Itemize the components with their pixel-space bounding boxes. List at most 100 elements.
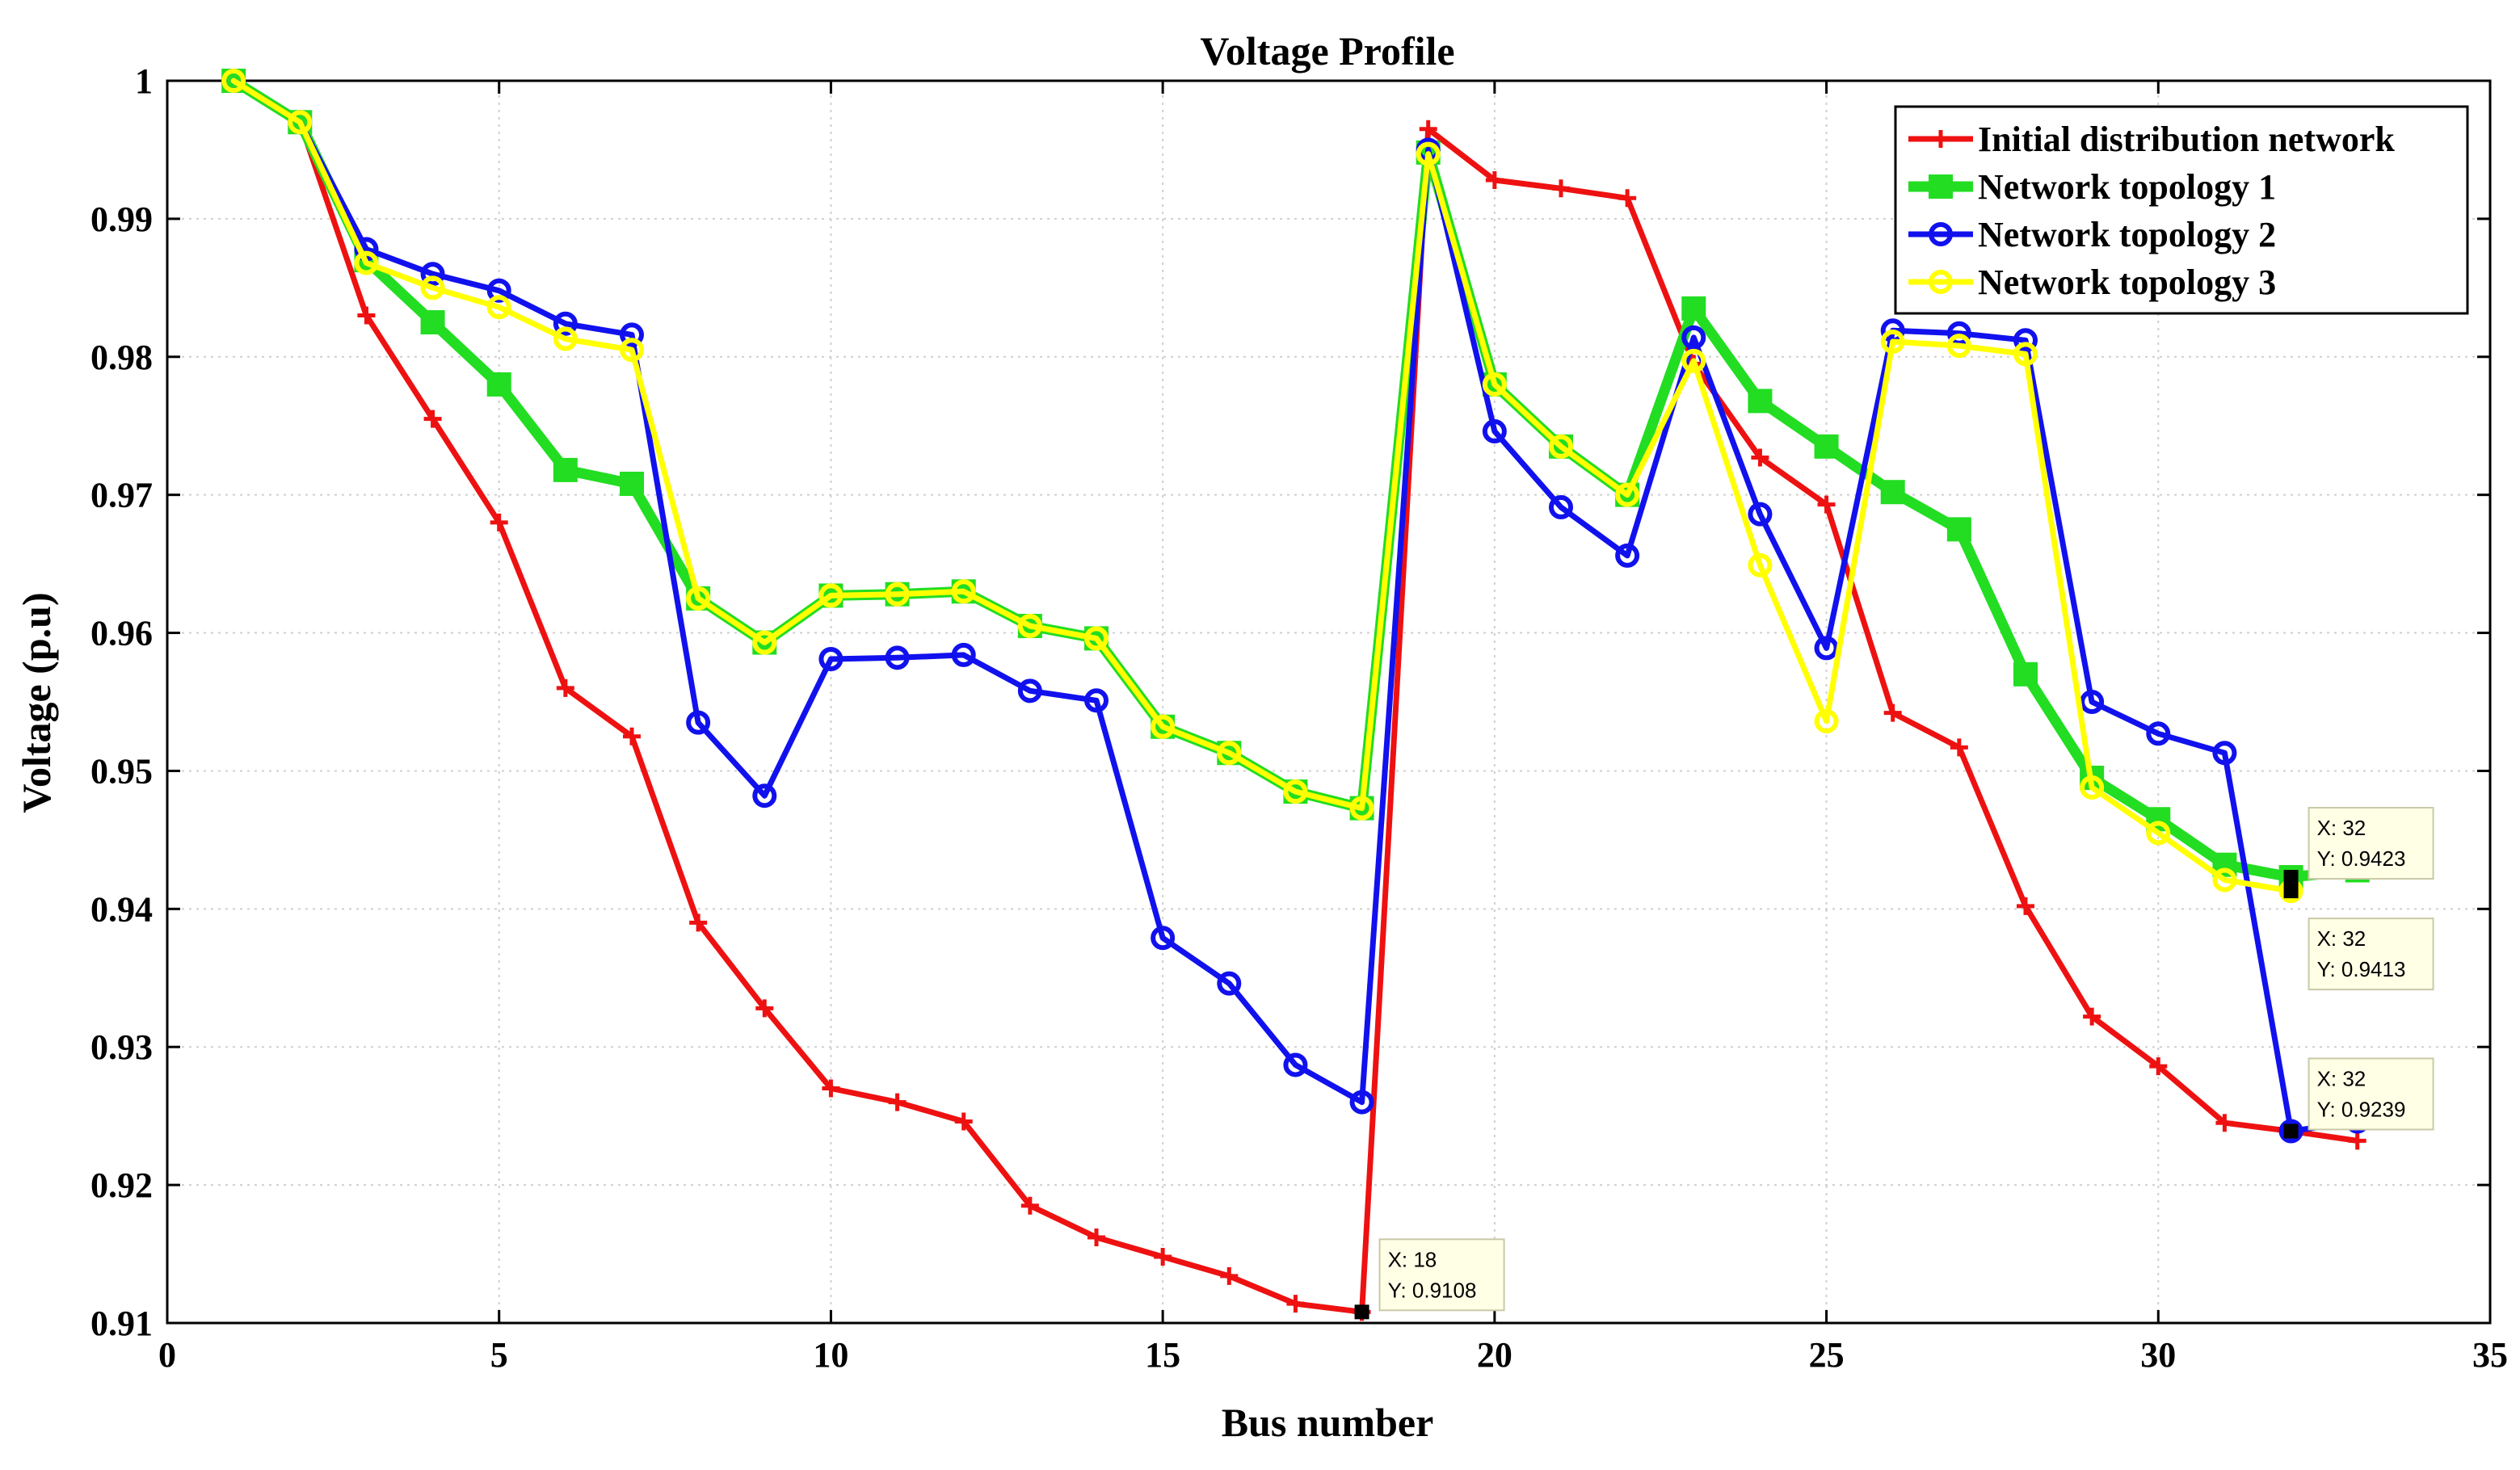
data-point xyxy=(553,457,578,482)
y-tick-label: 0.91 xyxy=(90,1304,153,1343)
data-point xyxy=(2278,1119,2303,1144)
data-point xyxy=(1615,482,1640,507)
data-point xyxy=(2013,328,2038,353)
data-tip: X: 18 Y: 0.9108 xyxy=(1354,1238,1505,1320)
x-tick-label: 0 xyxy=(158,1335,176,1375)
data-point xyxy=(2212,867,2237,892)
data-point xyxy=(1349,796,1374,821)
data-point xyxy=(486,295,511,320)
axes: 0 5 10 15 20 25 30 35 0.91 0.92 0.93 0.94 0.95 0.96 0.… xyxy=(90,61,2508,1375)
legend-entry: Initial distribution network xyxy=(1908,120,2395,159)
data-point xyxy=(1748,552,1773,578)
data-point xyxy=(1482,372,1507,397)
data-point xyxy=(553,311,578,336)
data-point xyxy=(686,586,711,611)
data-point xyxy=(951,579,976,604)
legend-box xyxy=(1894,105,2469,315)
x-tick-label: 30 xyxy=(2140,1335,2176,1375)
data-point xyxy=(1020,1196,1039,1215)
data-point xyxy=(420,275,445,300)
data-point xyxy=(2212,741,2237,766)
data-point xyxy=(1814,636,1839,661)
data-point xyxy=(752,783,777,808)
data-point xyxy=(1217,971,1242,996)
data-point xyxy=(1946,334,1971,359)
data-point xyxy=(623,727,641,746)
data-series xyxy=(221,69,2370,1321)
data-point xyxy=(1549,434,1573,459)
chart-title: Voltage Profile xyxy=(1200,28,1454,74)
data-point xyxy=(1017,678,1042,704)
data-point xyxy=(288,110,313,135)
data-point xyxy=(1283,779,1308,804)
data-point xyxy=(1217,741,1242,766)
data-point xyxy=(556,678,574,697)
data-point xyxy=(1880,480,1905,505)
data-point xyxy=(1615,543,1640,568)
x-tick-label: 35 xyxy=(2472,1335,2508,1375)
data-point xyxy=(2146,821,2171,846)
data-point xyxy=(490,513,508,531)
data-tip-x: X: 32 xyxy=(2317,1066,2366,1090)
data-point xyxy=(1017,614,1042,639)
data-point xyxy=(1681,348,1706,373)
data-point xyxy=(1154,1247,1172,1266)
data-point xyxy=(2080,775,2105,800)
data-point xyxy=(2146,721,2171,746)
data-tip-x: X: 32 xyxy=(2317,816,2366,840)
data-point xyxy=(2080,690,2105,714)
data-point xyxy=(553,326,578,351)
data-point xyxy=(1220,1266,1239,1285)
data-point xyxy=(1817,495,1836,514)
data-point xyxy=(423,410,442,428)
data-point xyxy=(1814,708,1839,733)
axes-box xyxy=(166,79,2492,1325)
data-tip-x: X: 18 xyxy=(1388,1247,1437,1271)
data-point xyxy=(620,322,644,347)
data-point xyxy=(620,471,644,496)
data-point xyxy=(689,914,708,932)
series-3 xyxy=(221,69,2370,1144)
data-tip-marker xyxy=(2283,870,2299,885)
data-point xyxy=(1883,704,1902,722)
data-tip: X: 32 Y: 0.9423 xyxy=(2283,807,2434,885)
data-point xyxy=(2348,1132,2366,1150)
data-point xyxy=(1814,434,1839,459)
x-axis-label: Bus number xyxy=(1222,1400,1434,1445)
data-point xyxy=(354,250,379,275)
legend-entry: Network topology 2 xyxy=(1908,215,2276,254)
data-tip-y: Y: 0.9423 xyxy=(2317,846,2406,871)
legend-entry: Network topology 3 xyxy=(1908,262,2276,302)
data-point xyxy=(1286,1295,1305,1313)
data-point xyxy=(1946,517,1971,542)
data-tip-box xyxy=(2308,918,2434,991)
data-point xyxy=(2215,1114,2234,1132)
data-tip-marker xyxy=(1354,1304,1369,1320)
legend: Initial distribution network Network topo… xyxy=(1894,105,2469,315)
x-tick-label: 20 xyxy=(1477,1335,1512,1375)
data-tip: X: 32 Y: 0.9239 xyxy=(2283,1057,2434,1139)
data-point xyxy=(357,306,376,325)
data-tip-y: Y: 0.9239 xyxy=(2317,1097,2406,1121)
data-point xyxy=(818,583,844,608)
data-point xyxy=(1618,189,1637,208)
legend-label: Network topology 2 xyxy=(1978,215,2276,254)
data-point xyxy=(2013,342,2038,367)
data-point xyxy=(1084,626,1109,651)
y-tick-label: 1 xyxy=(135,61,153,101)
data-point xyxy=(755,999,774,1018)
y-axis-label: Voltage (p.u) xyxy=(14,592,59,813)
data-point xyxy=(1151,714,1176,739)
legend-swatch-marker xyxy=(1929,174,1953,199)
x-tick-label: 15 xyxy=(1145,1335,1180,1375)
data-point xyxy=(486,278,511,303)
legend-swatch-marker xyxy=(1932,130,1950,148)
data-tip-marker xyxy=(2283,884,2299,899)
data-point xyxy=(1552,179,1570,198)
x-tick-label: 10 xyxy=(813,1335,848,1375)
data-point xyxy=(2149,1057,2168,1076)
legend-label: Network topology 1 xyxy=(1978,167,2276,207)
series-line xyxy=(230,78,2361,1134)
data-point xyxy=(1880,329,1905,354)
data-point xyxy=(420,310,445,335)
